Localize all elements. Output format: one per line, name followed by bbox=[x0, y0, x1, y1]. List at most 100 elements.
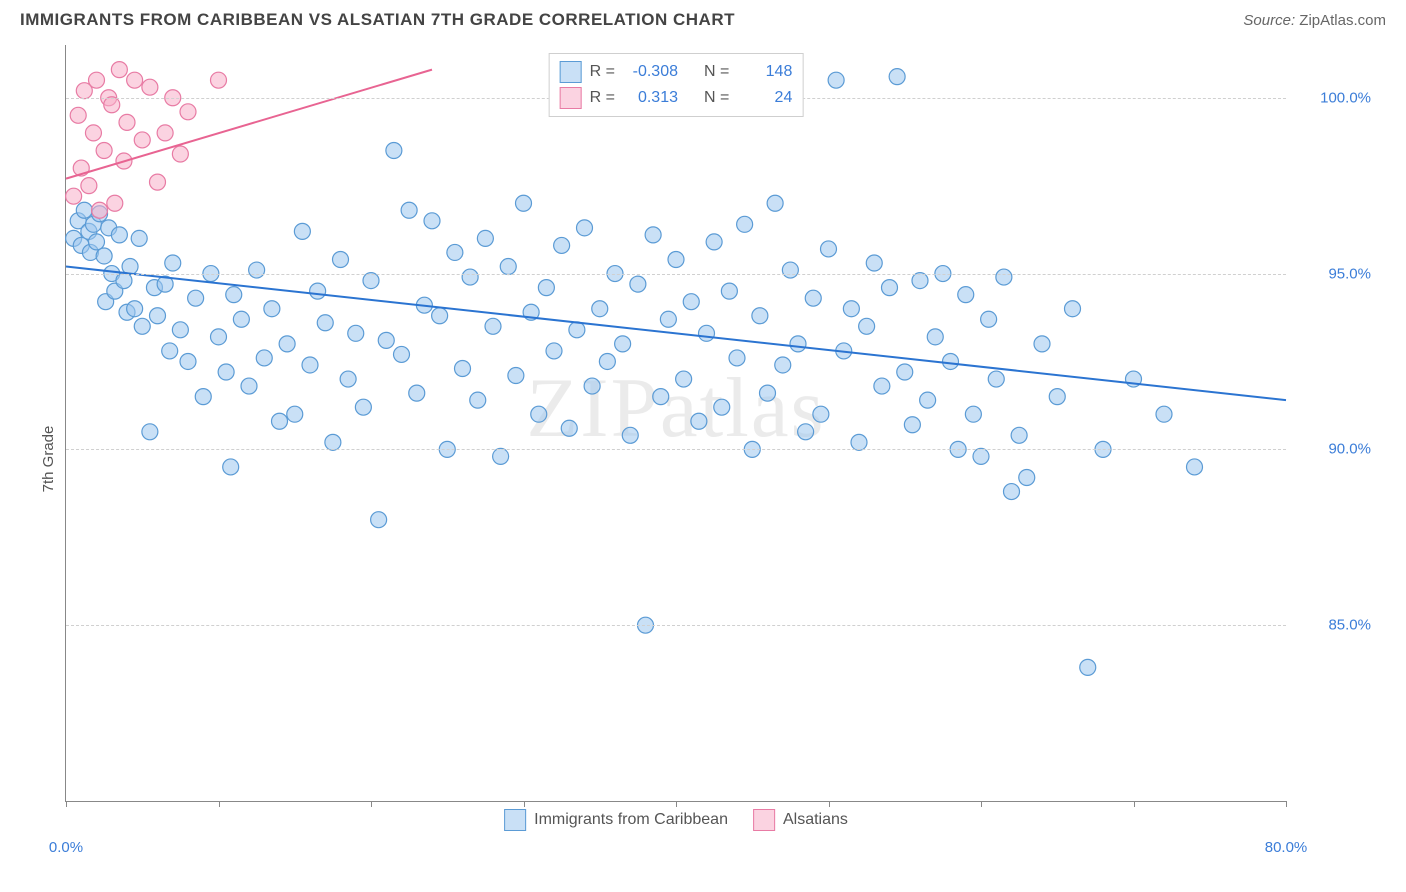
xtick bbox=[524, 801, 525, 807]
series-legend: Immigrants from Caribbean Alsatians bbox=[504, 809, 848, 831]
data-point bbox=[943, 353, 959, 369]
data-point bbox=[131, 230, 147, 246]
data-point bbox=[485, 318, 501, 334]
data-point bbox=[462, 269, 478, 285]
swatch-alsatians-icon bbox=[753, 809, 775, 831]
data-point bbox=[729, 350, 745, 366]
legend-item-caribbean: Immigrants from Caribbean bbox=[504, 809, 728, 831]
data-point bbox=[157, 125, 173, 141]
data-point bbox=[211, 329, 227, 345]
source-label: Source: bbox=[1243, 12, 1295, 29]
data-point bbox=[920, 392, 936, 408]
data-point bbox=[96, 142, 112, 158]
data-point bbox=[782, 262, 798, 278]
data-point bbox=[988, 371, 1004, 387]
data-point bbox=[1049, 389, 1065, 405]
data-point bbox=[162, 343, 178, 359]
data-point bbox=[81, 178, 97, 194]
data-point bbox=[302, 357, 318, 373]
data-point bbox=[172, 146, 188, 162]
data-point bbox=[294, 223, 310, 239]
source-name: ZipAtlas.com bbox=[1299, 12, 1386, 29]
swatch-alsatians bbox=[560, 87, 582, 109]
data-point bbox=[89, 72, 105, 88]
xtick bbox=[676, 801, 677, 807]
data-point bbox=[1004, 484, 1020, 500]
data-point bbox=[195, 389, 211, 405]
data-point bbox=[897, 364, 913, 380]
data-point bbox=[996, 269, 1012, 285]
data-point bbox=[531, 406, 547, 422]
data-point bbox=[104, 97, 120, 113]
y-axis-label: 7th Grade bbox=[40, 425, 57, 492]
data-point bbox=[111, 62, 127, 78]
data-point bbox=[882, 280, 898, 296]
data-point bbox=[691, 413, 707, 429]
data-point bbox=[165, 255, 181, 271]
data-point bbox=[752, 308, 768, 324]
data-point bbox=[447, 244, 463, 260]
data-point bbox=[554, 237, 570, 253]
n-value-alsatians: 24 bbox=[737, 89, 792, 107]
legend-label-caribbean: Immigrants from Caribbean bbox=[534, 811, 728, 829]
data-point bbox=[516, 195, 532, 211]
gridline bbox=[66, 625, 1286, 626]
data-point bbox=[256, 350, 272, 366]
data-point bbox=[828, 72, 844, 88]
data-point bbox=[912, 273, 928, 289]
data-point bbox=[737, 216, 753, 232]
data-point bbox=[142, 79, 158, 95]
data-point bbox=[279, 336, 295, 352]
data-point bbox=[127, 72, 143, 88]
data-point bbox=[142, 424, 158, 440]
chart-title: IMMIGRANTS FROM CARIBBEAN VS ALSATIAN 7T… bbox=[20, 10, 735, 30]
correlation-legend: R = -0.308 N = 148 R = 0.313 N = 24 bbox=[549, 53, 804, 117]
data-point bbox=[355, 399, 371, 415]
data-point bbox=[150, 174, 166, 190]
data-point bbox=[683, 294, 699, 310]
data-point bbox=[508, 368, 524, 384]
data-point bbox=[401, 202, 417, 218]
xtick bbox=[219, 801, 220, 807]
data-point bbox=[264, 301, 280, 317]
r-label: R = bbox=[590, 63, 615, 81]
data-point bbox=[538, 280, 554, 296]
data-point bbox=[325, 434, 341, 450]
r-value-caribbean: -0.308 bbox=[623, 63, 678, 81]
data-point bbox=[432, 308, 448, 324]
n-label: N = bbox=[704, 89, 729, 107]
data-point bbox=[1034, 336, 1050, 352]
data-point bbox=[134, 132, 150, 148]
data-point bbox=[500, 259, 516, 275]
data-point bbox=[340, 371, 356, 387]
data-point bbox=[188, 290, 204, 306]
data-point bbox=[241, 378, 257, 394]
data-point bbox=[577, 220, 593, 236]
data-point bbox=[493, 448, 509, 464]
data-point bbox=[180, 353, 196, 369]
data-point bbox=[223, 459, 239, 475]
data-point bbox=[233, 311, 249, 327]
data-point bbox=[76, 202, 92, 218]
data-point bbox=[775, 357, 791, 373]
xtick bbox=[371, 801, 372, 807]
data-point bbox=[805, 290, 821, 306]
data-point bbox=[699, 325, 715, 341]
data-point bbox=[317, 315, 333, 331]
data-point bbox=[111, 227, 127, 243]
data-point bbox=[630, 276, 646, 292]
data-point bbox=[70, 107, 86, 123]
data-point bbox=[676, 371, 692, 387]
data-point bbox=[821, 241, 837, 257]
ytick-label: 95.0% bbox=[1328, 265, 1371, 282]
r-value-alsatians: 0.313 bbox=[623, 89, 678, 107]
data-point bbox=[92, 202, 108, 218]
data-point bbox=[767, 195, 783, 211]
scatter-svg bbox=[66, 45, 1286, 801]
data-point bbox=[859, 318, 875, 334]
legend-label-alsatians: Alsatians bbox=[783, 811, 848, 829]
data-point bbox=[371, 512, 387, 528]
data-point bbox=[119, 114, 135, 130]
data-point bbox=[813, 406, 829, 422]
xtick bbox=[1286, 801, 1287, 807]
